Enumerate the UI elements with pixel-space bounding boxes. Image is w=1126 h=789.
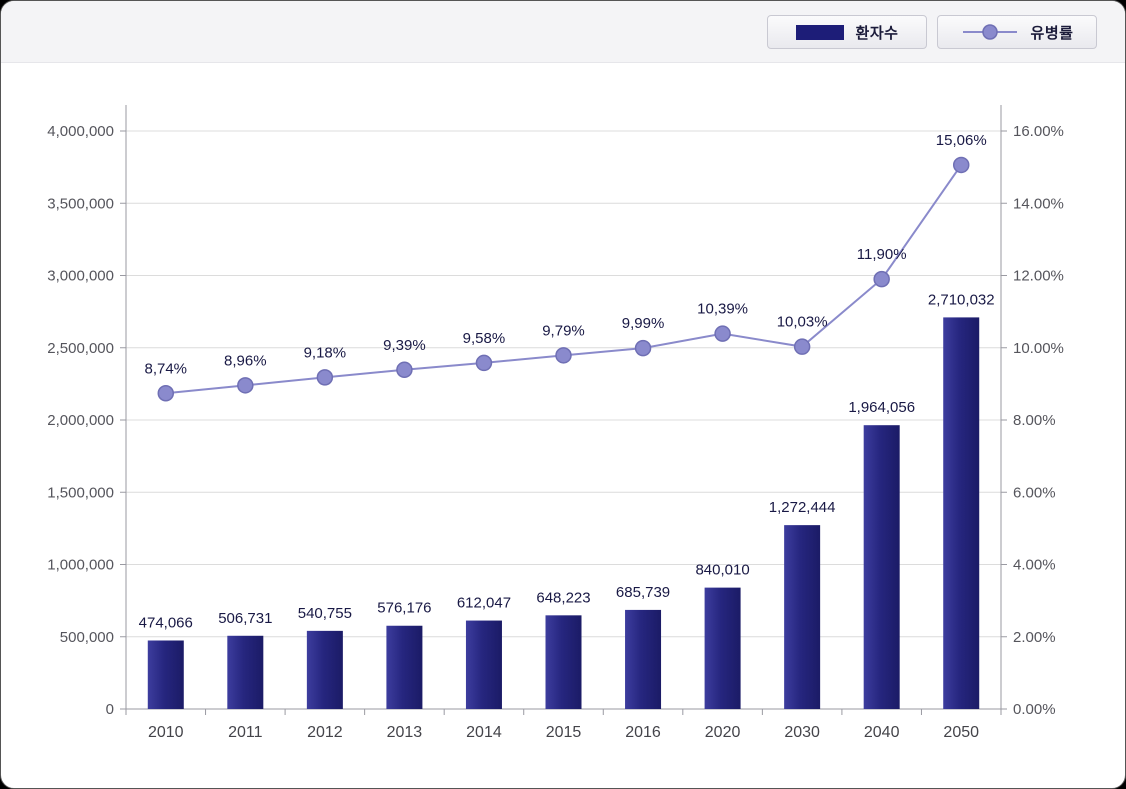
bar-value-label: 2,710,032 xyxy=(928,291,995,308)
line-marker xyxy=(873,270,890,288)
bar xyxy=(625,609,662,709)
left-axis-tick-label: 500,000 xyxy=(60,629,114,646)
bar xyxy=(465,620,502,709)
left-axis-tick-label: 4,000,000 xyxy=(47,123,114,140)
bar xyxy=(784,525,821,709)
legend-item-prevalence: 유병률 xyxy=(937,15,1097,49)
bar-value-label: 1,272,444 xyxy=(769,499,836,516)
bar xyxy=(545,615,582,709)
x-axis-label: 2010 xyxy=(148,724,184,741)
bar-value-label: 506,731 xyxy=(218,610,272,627)
line-marker xyxy=(952,156,970,174)
line-point-label: 15,06% xyxy=(936,132,987,149)
line-point-label: 8,74% xyxy=(144,360,187,377)
bar xyxy=(704,587,741,709)
line-point-label: 10,39% xyxy=(697,301,748,318)
x-axis-label: 2020 xyxy=(705,724,741,741)
bar-value-label: 540,755 xyxy=(298,605,352,622)
line-marker xyxy=(475,354,493,372)
line-marker xyxy=(793,338,811,355)
right-axis-tick-label: 8.00% xyxy=(1013,412,1056,429)
x-axis-label: 2050 xyxy=(943,724,979,741)
line-marker xyxy=(237,377,254,394)
x-axis-label: 2040 xyxy=(864,724,900,741)
bar xyxy=(863,425,900,709)
bar xyxy=(147,640,184,709)
right-axis-tick-label: 16.00% xyxy=(1013,123,1064,140)
left-axis-tick-label: 2,000,000 xyxy=(47,412,114,429)
line-marker xyxy=(714,325,731,342)
legend-item-patients: 환자수 xyxy=(767,15,927,49)
bar-value-label: 840,010 xyxy=(695,562,749,579)
right-axis-tick-label: 2.00% xyxy=(1013,629,1056,646)
line-marker xyxy=(157,385,175,402)
bar xyxy=(943,317,980,709)
left-axis-tick-label: 3,000,000 xyxy=(47,268,114,285)
line-marker xyxy=(555,347,572,364)
x-axis-label: 2011 xyxy=(228,724,263,741)
legend-label-patients: 환자수 xyxy=(855,24,899,42)
bar-value-label: 474,066 xyxy=(139,614,193,631)
bar-value-label: 685,739 xyxy=(616,584,670,601)
bar-series-swatch xyxy=(795,24,844,40)
line-point-label: 9,79% xyxy=(542,322,585,339)
legend: 환자수 유병률 xyxy=(767,15,1097,49)
line-point-label: 9,58% xyxy=(463,330,506,347)
left-axis-tick-label: 1,500,000 xyxy=(47,484,114,501)
legend-label-prevalence: 유병률 xyxy=(1030,24,1074,42)
x-axis-label: 2016 xyxy=(625,724,661,741)
left-axis-tick-label: 0 xyxy=(106,701,114,718)
left-axis-tick-label: 3,500,000 xyxy=(47,195,114,212)
left-axis-tick-label: 2,500,000 xyxy=(47,340,114,357)
bar-value-label: 576,176 xyxy=(377,600,431,617)
x-axis-label: 2030 xyxy=(784,724,820,741)
right-axis-tick-label: 14.00% xyxy=(1013,195,1064,212)
line-point-label: 9,18% xyxy=(304,344,347,361)
bar xyxy=(386,625,423,709)
right-axis-tick-label: 6.00% xyxy=(1013,484,1056,501)
line-point-label: 10,03% xyxy=(777,314,828,331)
line-point-label: 9,99% xyxy=(622,315,665,332)
right-axis-tick-label: 12.00% xyxy=(1013,268,1064,285)
right-axis-tick-label: 10.00% xyxy=(1013,340,1064,357)
line-point-label: 9,39% xyxy=(383,337,426,354)
bar-value-label: 648,223 xyxy=(536,589,590,606)
bar-value-label: 612,047 xyxy=(457,595,511,612)
right-axis-tick-label: 0.00% xyxy=(1013,701,1056,718)
left-axis-tick-label: 1,000,000 xyxy=(47,557,114,574)
x-axis-label: 2015 xyxy=(546,724,582,741)
right-axis-tick-label: 4.00% xyxy=(1013,557,1056,574)
line-series-swatch xyxy=(962,24,1017,40)
line-marker xyxy=(634,339,652,357)
line-marker xyxy=(396,361,413,379)
line-point-label: 8,96% xyxy=(224,352,267,369)
bar xyxy=(306,630,343,709)
bar xyxy=(227,635,264,709)
x-axis-label: 2014 xyxy=(466,724,502,741)
line-marker xyxy=(316,369,334,386)
bar-value-label: 1,964,056 xyxy=(848,399,915,416)
x-axis-label: 2012 xyxy=(307,724,343,741)
x-axis-label: 2013 xyxy=(387,724,423,741)
line-point-label: 11,90% xyxy=(857,246,907,263)
